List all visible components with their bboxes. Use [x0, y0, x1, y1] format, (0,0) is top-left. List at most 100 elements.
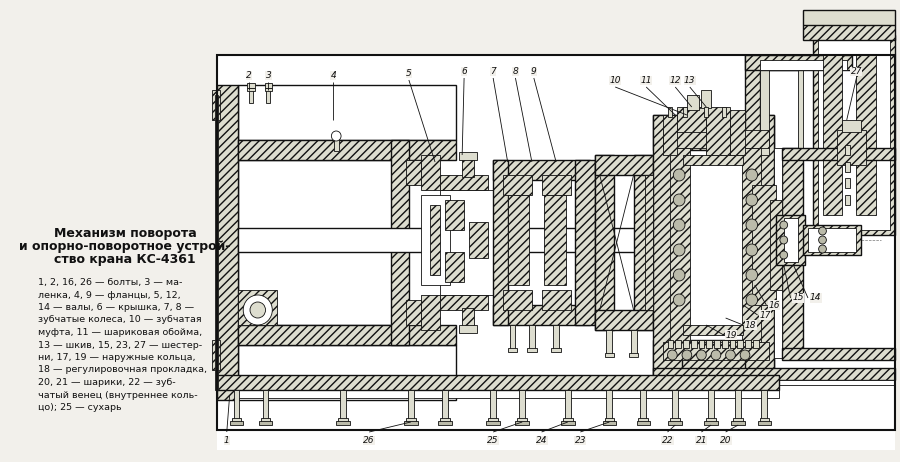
Bar — [263, 390, 268, 420]
Bar — [760, 418, 770, 422]
Text: 26: 26 — [364, 436, 375, 445]
Bar — [463, 155, 473, 177]
Circle shape — [697, 350, 706, 360]
Circle shape — [673, 244, 685, 256]
Bar — [705, 421, 718, 425]
Bar — [392, 140, 409, 345]
Bar — [230, 421, 243, 425]
Bar — [614, 175, 634, 310]
Text: 1, 2, 16, 26 — болты, 3 — ма-
ленка, 4, 9 — фланцы, 5, 12,
14 — валы, 6 — крышка: 1, 2, 16, 26 — болты, 3 — ма- ленка, 4, … — [38, 278, 207, 412]
Bar — [670, 148, 689, 342]
Text: 10: 10 — [609, 76, 621, 85]
Bar — [238, 290, 277, 325]
Bar — [503, 175, 532, 195]
Bar — [760, 60, 847, 70]
Bar — [258, 421, 273, 425]
Bar — [782, 348, 896, 360]
Bar — [845, 145, 850, 155]
Text: 11: 11 — [641, 76, 652, 85]
Text: 6: 6 — [461, 67, 467, 76]
Circle shape — [673, 169, 685, 181]
Text: 5: 5 — [406, 69, 412, 78]
Circle shape — [682, 350, 692, 360]
Bar — [442, 390, 447, 420]
Bar — [842, 120, 861, 132]
Bar — [508, 348, 518, 352]
Text: 8: 8 — [513, 67, 518, 76]
Bar — [529, 325, 535, 350]
Bar — [408, 390, 414, 420]
Bar — [561, 421, 574, 425]
Bar — [691, 340, 697, 348]
Text: 20: 20 — [720, 436, 732, 445]
Bar — [774, 148, 782, 358]
Text: 13: 13 — [684, 76, 696, 85]
Bar — [845, 178, 850, 188]
Bar — [508, 180, 575, 305]
Bar — [742, 148, 761, 342]
Bar — [459, 325, 477, 333]
Bar — [486, 421, 500, 425]
Bar — [722, 340, 727, 348]
Bar — [653, 368, 896, 380]
Circle shape — [819, 227, 826, 235]
Text: 4: 4 — [330, 71, 337, 80]
Bar — [653, 340, 774, 375]
Bar — [406, 418, 416, 422]
Bar — [266, 85, 270, 103]
Circle shape — [673, 219, 685, 231]
Bar — [683, 107, 687, 117]
Text: 27: 27 — [850, 67, 862, 76]
Text: и опорно-поворотное устрой-: и опорно-поворотное устрой- — [20, 240, 230, 253]
Bar — [438, 421, 452, 425]
Bar — [857, 55, 876, 215]
Circle shape — [746, 169, 758, 181]
Bar — [265, 83, 273, 88]
Text: 17: 17 — [760, 310, 771, 320]
Bar — [440, 175, 489, 190]
Bar — [338, 418, 348, 422]
Bar — [641, 390, 646, 420]
Bar — [845, 195, 850, 205]
Bar — [803, 25, 896, 40]
Circle shape — [746, 269, 758, 281]
Bar — [698, 340, 705, 348]
Bar — [217, 390, 778, 398]
Text: 14: 14 — [810, 293, 822, 303]
Bar — [823, 55, 842, 215]
Bar — [238, 228, 645, 252]
Circle shape — [746, 244, 758, 256]
Bar — [706, 418, 716, 422]
Bar — [653, 115, 682, 375]
Bar — [730, 340, 735, 348]
Bar — [636, 421, 650, 425]
Bar — [670, 418, 680, 422]
Circle shape — [746, 294, 758, 306]
Bar — [508, 195, 529, 285]
Circle shape — [819, 236, 826, 244]
Bar — [803, 10, 896, 28]
Bar — [745, 115, 774, 375]
Bar — [404, 421, 418, 425]
Bar — [776, 215, 806, 265]
Text: 3: 3 — [266, 71, 271, 80]
Bar — [518, 418, 527, 422]
Circle shape — [780, 221, 788, 229]
Bar — [677, 107, 706, 132]
Bar — [714, 340, 720, 348]
Circle shape — [250, 302, 266, 318]
Bar — [732, 421, 745, 425]
Bar — [406, 300, 420, 325]
Bar — [493, 160, 590, 180]
Bar — [706, 107, 731, 155]
Bar — [212, 340, 220, 370]
Text: 16: 16 — [769, 300, 779, 310]
Text: ство крана КС-4361: ство крана КС-4361 — [54, 253, 196, 266]
Bar — [662, 115, 677, 155]
Circle shape — [673, 269, 685, 281]
Text: 7: 7 — [491, 67, 496, 76]
Text: 19: 19 — [725, 330, 737, 340]
Bar — [669, 421, 682, 425]
Text: 24: 24 — [536, 436, 547, 445]
Bar — [672, 390, 679, 420]
